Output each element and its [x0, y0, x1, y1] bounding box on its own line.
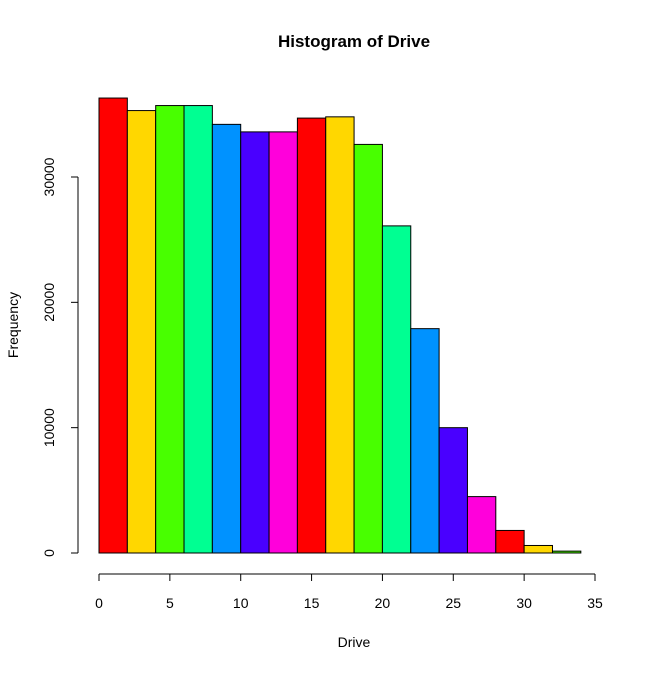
- chart-title: Histogram of Drive: [278, 32, 430, 51]
- histogram-bar: [353, 143, 383, 554]
- histogram-bar: [211, 123, 242, 554]
- histogram-bar: [381, 225, 412, 554]
- y-axis: 0 10000 20000 30000: [41, 157, 79, 557]
- x-tick-label: 5: [166, 595, 174, 611]
- y-tick-label: 20000: [41, 283, 57, 322]
- y-axis-label: Frequency: [5, 292, 21, 358]
- histogram-bar: [155, 105, 185, 554]
- x-axis: 0 5 10 15 20 25 30 35: [95, 573, 603, 611]
- histogram-bar: [438, 427, 468, 554]
- histogram-bar: [240, 131, 270, 554]
- histogram-bar: [268, 131, 298, 554]
- histogram-bar: [126, 110, 157, 554]
- histogram-bar: [325, 116, 355, 554]
- y-tick-label: 10000: [41, 408, 57, 447]
- histogram-bar: [523, 544, 553, 554]
- histogram-bar: [495, 529, 525, 554]
- x-tick-label: 20: [375, 595, 391, 611]
- x-tick-label: 15: [304, 595, 320, 611]
- bars-group: [98, 97, 582, 554]
- x-tick-label: 10: [233, 595, 249, 611]
- y-tick-label: 30000: [41, 157, 57, 196]
- histogram-bar: [98, 97, 128, 554]
- histogram-bar: [183, 105, 213, 554]
- y-tick-label: 0: [41, 549, 57, 557]
- histogram-bar: [296, 117, 327, 554]
- histogram-bar: [466, 496, 497, 554]
- x-tick-label: 25: [445, 595, 461, 611]
- histogram-bar: [551, 550, 582, 554]
- x-tick-label: 35: [587, 595, 603, 611]
- x-axis-label: Drive: [338, 634, 371, 650]
- x-tick-label: 30: [516, 595, 532, 611]
- x-tick-label: 0: [95, 595, 103, 611]
- histogram-bar: [410, 328, 440, 554]
